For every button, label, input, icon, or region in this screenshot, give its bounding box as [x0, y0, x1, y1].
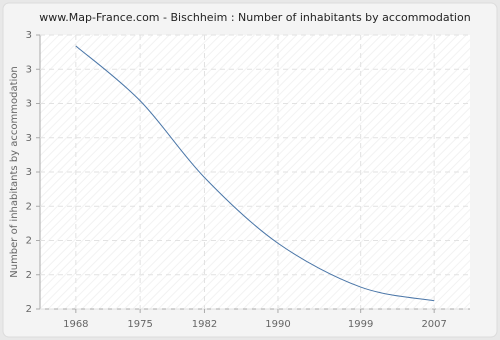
y-tick-label: 2: [26, 201, 32, 212]
y-tick-label: 3: [26, 64, 32, 75]
y-axis-label: Number of inhabitants by accommodation: [9, 66, 20, 278]
x-tick-label: 1968: [63, 319, 88, 330]
y-tick-label: 2: [26, 236, 32, 247]
y-tick-label: 2: [26, 304, 32, 315]
chart-title: www.Map-France.com - Bischheim : Number …: [39, 11, 470, 24]
x-tick-label: 1975: [127, 319, 152, 330]
y-tick-label: 3: [26, 167, 32, 178]
y-tick-label: 3: [26, 133, 32, 144]
data-line: [75, 45, 435, 302]
x-tick-label: 1999: [348, 319, 373, 330]
x-tick-label: 2007: [421, 319, 446, 330]
x-tick-label: 1990: [265, 319, 290, 330]
y-tick-label: 3: [26, 99, 32, 110]
y-tick-label: 3: [26, 30, 32, 41]
plot-area: [40, 35, 470, 309]
x-tick-label: 1982: [192, 319, 217, 330]
y-tick-label: 2: [26, 270, 32, 281]
